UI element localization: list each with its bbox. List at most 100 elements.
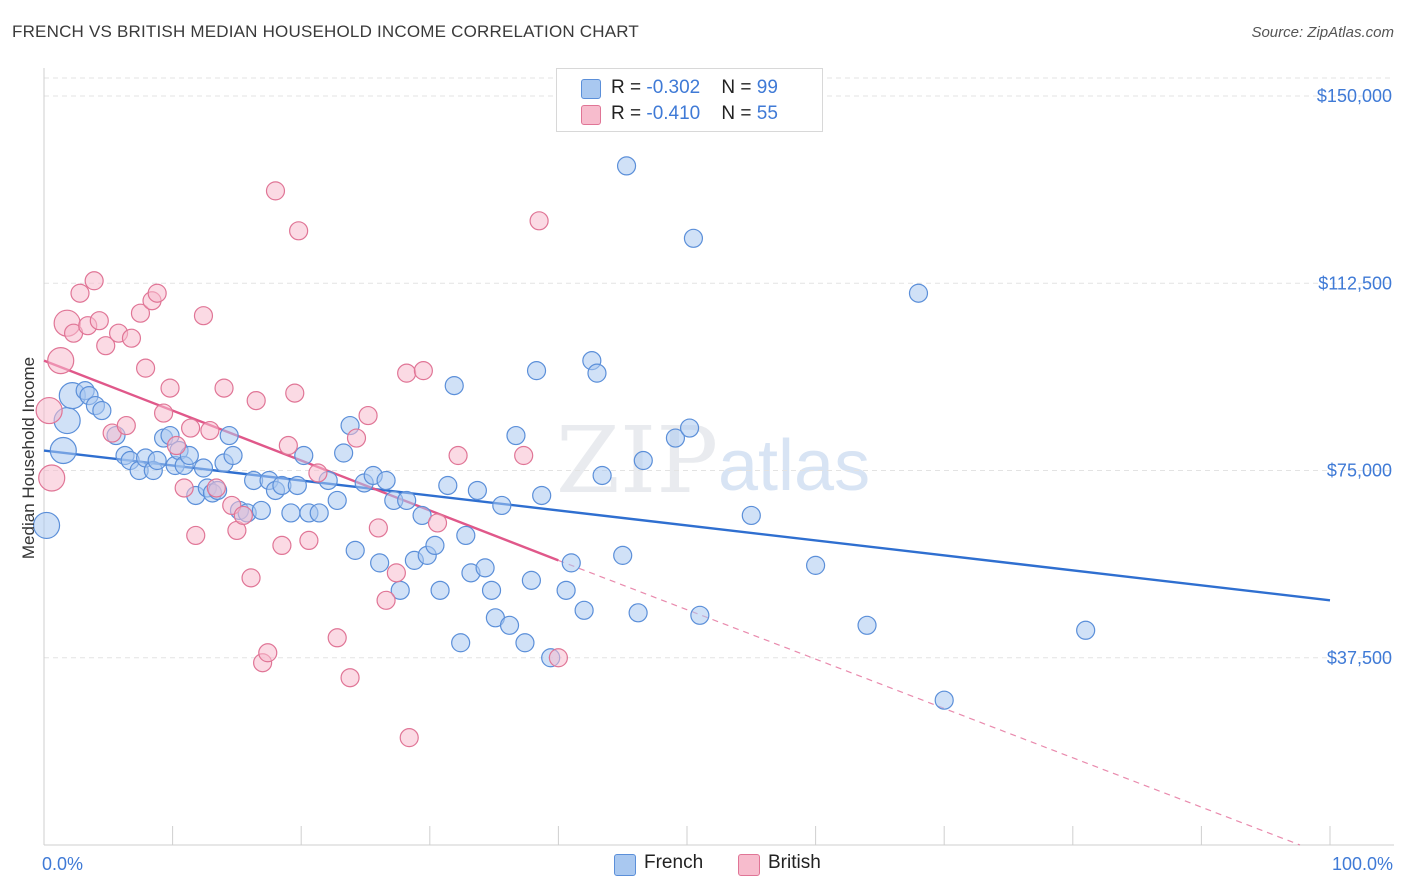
french-point (92, 400, 112, 421)
british-point (308, 463, 328, 483)
british-point (358, 405, 378, 426)
french-point (908, 283, 929, 303)
british-point (166, 435, 187, 456)
british-point (186, 525, 206, 546)
french-point (1076, 620, 1096, 640)
french-point (683, 228, 704, 248)
french-point (456, 525, 476, 546)
british-point (116, 415, 136, 436)
french-point (521, 570, 541, 590)
french-point (32, 511, 61, 540)
british-point (272, 535, 292, 556)
british-point (258, 643, 278, 663)
british-point (448, 445, 468, 466)
french-point (741, 505, 761, 526)
french-point (223, 445, 243, 466)
legend-swatch-french (614, 854, 636, 876)
axes (43, 68, 1394, 846)
british-point (121, 328, 142, 348)
watermark-atlas: atlas (718, 426, 870, 506)
british-point (413, 361, 433, 381)
french-point (451, 633, 471, 653)
french-point (934, 690, 954, 710)
british-point (147, 283, 167, 303)
french-point (193, 458, 214, 478)
british-point (89, 311, 109, 331)
french-point (506, 425, 526, 446)
french-point (397, 490, 417, 511)
french-point (561, 553, 581, 573)
french-point (665, 428, 686, 448)
british-point (368, 518, 388, 538)
french-point (556, 580, 576, 600)
british-point (35, 396, 63, 425)
french-point (294, 445, 314, 466)
french-point (370, 553, 390, 573)
french-point (526, 361, 547, 381)
french-point (492, 495, 512, 516)
british-point (386, 563, 406, 583)
french-point (425, 535, 445, 556)
chart-source: Source: ZipAtlas.com (1251, 24, 1394, 41)
british-point (327, 628, 347, 648)
french-point (251, 500, 271, 521)
british-point (346, 428, 367, 448)
french-point (147, 450, 167, 471)
data-points (32, 156, 1096, 748)
french-point (679, 418, 700, 438)
french-point (515, 633, 535, 653)
british-point (397, 363, 417, 383)
french-point (49, 436, 77, 465)
british-point (427, 513, 448, 533)
british-point (193, 306, 214, 326)
y-tick-label: $112,500 (1318, 273, 1392, 293)
british-point (130, 303, 151, 323)
french-point (327, 490, 347, 511)
legend: French British (0, 852, 1406, 878)
french-point (412, 505, 432, 526)
french-point (499, 615, 520, 635)
tick-labels: $37,500 $75,000 $112,500 $150,000 0.0% 100.0% (42, 86, 1393, 874)
french-point (628, 603, 648, 623)
stats-swatch-british (581, 105, 601, 125)
british-point (529, 211, 549, 231)
british-point (265, 181, 286, 201)
french-point (587, 363, 607, 383)
french-point (592, 465, 612, 486)
french-point (438, 475, 458, 496)
legend-label-french: French (644, 852, 704, 873)
french-point (475, 558, 495, 578)
stats-text-british: R = -0.410 N = 55 (611, 103, 778, 124)
y-tick-label: $75,000 (1327, 461, 1392, 481)
legend-label-british: British (768, 852, 821, 873)
french-point (481, 580, 502, 600)
british-point (285, 383, 305, 403)
british-point (84, 271, 104, 291)
y-tick-label: $150,000 (1317, 86, 1392, 106)
french-point (309, 503, 329, 523)
british-point (206, 478, 226, 498)
british-point (399, 728, 419, 748)
british-point (246, 390, 266, 411)
french-point (376, 470, 396, 491)
french-point (345, 540, 365, 560)
british-point (289, 221, 309, 241)
french-point (430, 580, 450, 600)
british-point (376, 590, 396, 610)
french-point (334, 443, 354, 463)
french-point (805, 555, 826, 575)
british-point (548, 648, 569, 668)
british-point (135, 358, 156, 378)
french-point (857, 615, 877, 635)
stats-swatch-french (581, 79, 601, 99)
y-tick-label: $37,500 (1327, 648, 1392, 668)
french-point (467, 480, 487, 501)
british-point (214, 378, 234, 398)
british-point (278, 435, 298, 456)
british-point (96, 336, 116, 356)
british-point (514, 445, 534, 466)
watermark: ZIP atlas (556, 407, 870, 514)
british-point (153, 403, 174, 423)
french-point (616, 156, 637, 176)
